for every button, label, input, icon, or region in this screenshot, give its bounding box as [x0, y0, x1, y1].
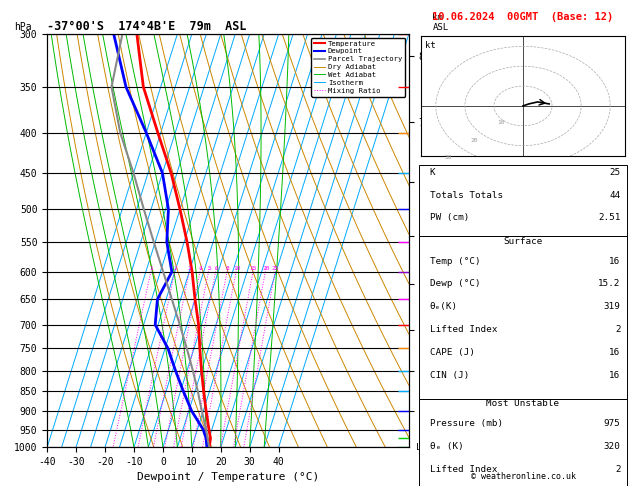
Text: Most Unstable: Most Unstable: [486, 399, 560, 409]
Text: θₑ(K): θₑ(K): [430, 302, 458, 311]
Text: 16: 16: [610, 257, 621, 265]
Text: 16: 16: [610, 371, 621, 380]
Text: 25: 25: [272, 266, 279, 272]
Text: Pressure (mb): Pressure (mb): [430, 419, 503, 428]
Text: Lifted Index: Lifted Index: [430, 325, 498, 334]
Text: km
ASL: km ASL: [432, 13, 448, 32]
Text: 975: 975: [604, 419, 621, 428]
Text: Temp (°C): Temp (°C): [430, 257, 481, 265]
Text: hPa: hPa: [14, 22, 32, 32]
Text: kt: kt: [425, 41, 436, 50]
Text: Lifted Index: Lifted Index: [430, 465, 498, 473]
Text: 2.51: 2.51: [598, 213, 621, 223]
Text: Dewp (°C): Dewp (°C): [430, 279, 481, 288]
Text: 2: 2: [615, 465, 621, 473]
Text: 5: 5: [207, 266, 211, 272]
Text: 25: 25: [610, 168, 621, 177]
Text: θₑ (K): θₑ (K): [430, 442, 464, 451]
Text: CIN (J): CIN (J): [430, 371, 469, 380]
Text: CAPE (J): CAPE (J): [430, 348, 475, 357]
Text: -37°00'S  174°4B'E  79m  ASL: -37°00'S 174°4B'E 79m ASL: [47, 20, 247, 33]
Text: 20: 20: [262, 266, 270, 272]
Text: 1: 1: [150, 266, 153, 272]
Text: 10: 10: [497, 120, 504, 125]
Text: LCL: LCL: [416, 443, 432, 451]
FancyBboxPatch shape: [419, 236, 627, 399]
Text: 4: 4: [199, 266, 203, 272]
Text: 15: 15: [250, 266, 257, 272]
X-axis label: Dewpoint / Temperature (°C): Dewpoint / Temperature (°C): [137, 472, 319, 483]
Text: 8: 8: [226, 266, 230, 272]
Text: 16: 16: [610, 348, 621, 357]
Text: 30: 30: [445, 156, 452, 160]
Text: Mixing Ratio (g/kg): Mixing Ratio (g/kg): [456, 173, 465, 267]
Text: © weatheronline.co.uk: © weatheronline.co.uk: [470, 472, 576, 481]
Text: 10: 10: [233, 266, 240, 272]
Text: 3: 3: [188, 266, 192, 272]
FancyBboxPatch shape: [419, 165, 627, 236]
Text: 44: 44: [610, 191, 621, 200]
Text: K: K: [430, 168, 435, 177]
Text: PW (cm): PW (cm): [430, 213, 469, 223]
FancyBboxPatch shape: [419, 399, 627, 486]
Text: 319: 319: [604, 302, 621, 311]
Text: Surface: Surface: [503, 237, 543, 246]
Text: 15.2: 15.2: [598, 279, 621, 288]
Text: 20: 20: [470, 138, 478, 142]
Text: 2: 2: [174, 266, 177, 272]
Text: Totals Totals: Totals Totals: [430, 191, 503, 200]
Text: 2: 2: [615, 325, 621, 334]
Text: 6: 6: [214, 266, 218, 272]
Text: 10.06.2024  00GMT  (Base: 12): 10.06.2024 00GMT (Base: 12): [432, 12, 614, 22]
Legend: Temperature, Dewpoint, Parcel Trajectory, Dry Adiabat, Wet Adiabat, Isotherm, Mi: Temperature, Dewpoint, Parcel Trajectory…: [311, 37, 405, 97]
Text: 320: 320: [604, 442, 621, 451]
